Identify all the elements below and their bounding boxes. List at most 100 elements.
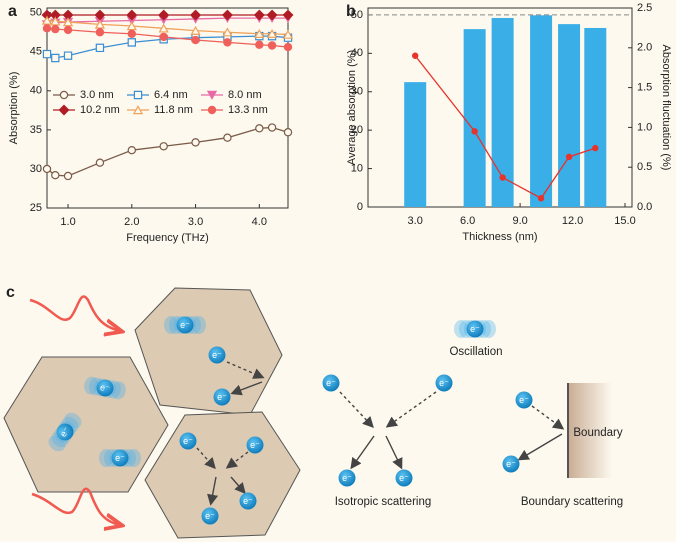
marker [592,144,599,152]
marker [207,105,217,115]
electron-body [395,469,413,487]
electron-label: e⁻ [212,350,222,360]
solid-arrow [207,476,219,506]
marker [412,52,419,59]
marker [132,105,144,115]
electron: e⁻ [395,469,413,487]
electron-body [246,436,264,454]
electron-body [208,346,226,364]
marker [42,164,52,174]
electron: e⁻ [515,391,533,409]
electron-label: e⁻ [470,324,480,334]
y2-tick-label: 0.5 [637,161,652,173]
marker [254,28,265,38]
marker [283,128,293,137]
x-tick-label: 3.0 [188,216,203,228]
marker [267,41,277,50]
legend-label: 10.2 nm [80,104,120,116]
oscillating-electron: e⁻ [164,316,206,334]
bar [463,29,486,207]
oscillation-trail [99,449,113,467]
y-axis-label: Average absorption (%) [346,50,358,165]
marker [159,142,168,151]
marker [51,24,60,34]
marker [133,90,143,100]
marker [59,90,69,100]
electron: e⁻ [239,492,257,510]
oscillation-trail [192,316,206,334]
grain [3,356,169,493]
y-tick-label: 0 [357,201,363,213]
marker [63,25,73,35]
electron: e⁻ [246,436,264,454]
electron-body [56,423,74,441]
marker [42,24,52,33]
y-tick-label: 35 [30,124,42,136]
y2-tick-label: 1.0 [637,121,652,133]
marker [222,27,233,37]
electron-body [96,379,114,397]
oscillation-trail [127,449,141,467]
electron-label: e⁻ [439,378,449,388]
electron-label: e⁻ [506,459,516,469]
marker [127,29,136,38]
electron-label: e⁻ [399,473,409,483]
x-axis-label: Thickness (nm) [462,231,537,243]
solid-arrow [230,381,263,396]
marker [126,9,138,21]
y-tick-label: 40 [351,47,363,59]
legend-label: 13.3 nm [228,104,268,116]
marker [282,9,294,21]
marker [471,128,478,135]
x-tick-label: 6.0 [460,215,475,227]
electron-body [201,507,219,525]
x-tick-label: 3.0 [408,215,423,227]
dashed-arrow [339,391,374,429]
incident-wave [31,487,120,525]
y-axis-label: Absorption (%) [8,72,20,145]
electron-label: e⁻ [519,395,529,405]
y-tick-label: 50 [30,7,42,19]
marker [266,9,278,21]
electron-label: e⁻ [115,453,125,463]
electron-body [515,391,533,409]
solid-arrow [230,476,246,495]
oscillating-electron: e⁻ [99,449,141,467]
electron-body [435,374,453,392]
electron: e⁻ [179,432,197,450]
marker [255,124,264,133]
marker [499,174,506,181]
y-tick-label: 20 [351,124,363,136]
electron: e⁻ [213,388,231,406]
marker [51,53,60,63]
y-tick-label: 10 [351,162,363,174]
grain [134,287,283,416]
panel-label: c [6,284,15,301]
bar [491,17,514,207]
electron-body [322,374,340,392]
oscillation-trail [111,381,126,400]
x-axis-label: Frequency (THz) [126,232,209,244]
marker [41,15,53,25]
marker [253,9,265,21]
marker [255,40,264,49]
marker [223,38,232,47]
electron: e⁻ [201,507,219,525]
marker [58,104,70,116]
electron-label: e⁻ [326,378,336,388]
marker [95,43,105,53]
y-tick-label: 25 [30,202,42,214]
marker [51,170,60,180]
marker [127,38,136,47]
marker [126,21,137,31]
y2-tick-label: 1.5 [637,82,652,94]
series-line [46,126,289,177]
x-tick-label: 2.0 [124,216,139,228]
marker [565,153,573,161]
dashed-arrow [196,447,216,470]
marker [206,90,218,100]
oscillation-trail [454,320,468,338]
dashed-arrow [531,405,565,430]
dashed-arrow [225,451,249,469]
x-tick-label: 15.0 [614,215,635,227]
